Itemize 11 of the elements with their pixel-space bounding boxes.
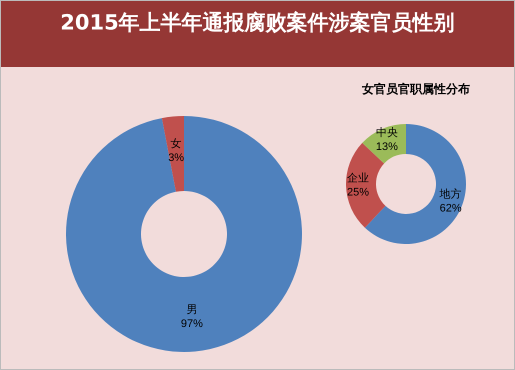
- slice-label: 地方: [438, 188, 462, 201]
- data-label: 25%: [347, 186, 370, 199]
- slice-label: 男: [186, 304, 198, 316]
- data-label: 62%: [440, 202, 462, 215]
- slice-label: 中央: [376, 126, 398, 139]
- data-label: 13%: [376, 140, 398, 153]
- data-label: 97%: [180, 318, 204, 330]
- chart-title: 女官员官职属性分布: [361, 82, 470, 96]
- slice-label: 企业: [347, 172, 370, 185]
- chart-title: 2015年上半年通报腐败案件涉案官员性别: [60, 10, 455, 34]
- slice-label: 女: [170, 138, 182, 150]
